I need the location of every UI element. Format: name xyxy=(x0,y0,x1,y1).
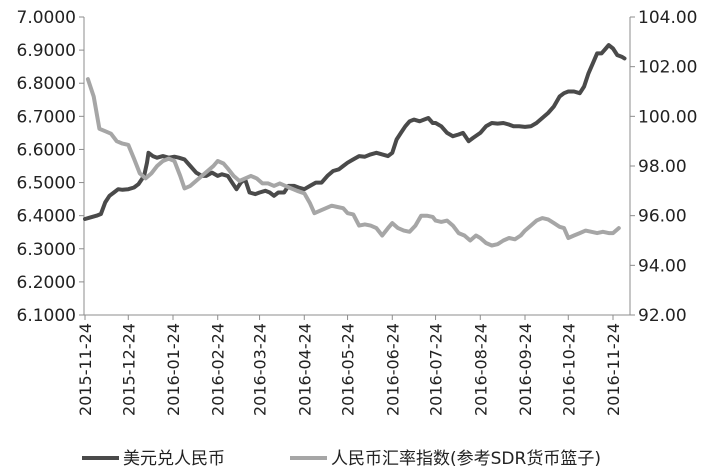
left-tick-label: 6.3000 xyxy=(17,240,76,260)
left-tick-label: 7.0000 xyxy=(17,8,76,28)
x-tick-label: 2015-11-24 xyxy=(76,323,95,416)
left-tick-label: 6.2000 xyxy=(17,273,76,293)
series-line-1 xyxy=(83,43,627,221)
x-tick-label: 2016-03-24 xyxy=(251,323,270,416)
series-layer xyxy=(83,43,627,248)
left-tick-label: 6.8000 xyxy=(17,74,76,94)
left-tick-label: 6.4000 xyxy=(17,207,76,227)
left-tick-label: 6.1000 xyxy=(17,306,76,326)
x-tick-label: 2015-12-24 xyxy=(119,323,138,416)
legend-label-2: 人民币汇率指数(参考SDR货币篮子) xyxy=(331,449,601,469)
x-tick-label: 2016-02-24 xyxy=(209,323,228,416)
x-tick-label: 2016-06-24 xyxy=(383,323,402,416)
x-tick-label: 2016-11-24 xyxy=(604,323,623,416)
left-tick-label: 6.9000 xyxy=(17,41,76,61)
x-tick-label: 2016-04-24 xyxy=(295,323,314,416)
right-tick-label: 96.00 xyxy=(638,207,687,227)
x-tick-label: 2016-01-24 xyxy=(164,323,183,416)
axes: 6.1000 6.2000 6.3000 6.4000 6.5000 6.6000 6.70… xyxy=(17,8,698,416)
right-tick-label: 102.00 xyxy=(638,58,697,78)
legend: 美元兑人民币 人民币汇率指数(参考SDR货币篮子) xyxy=(82,449,601,469)
x-tick-label: 2016-05-24 xyxy=(339,323,358,416)
x-tick-label: 2016-09-24 xyxy=(516,323,535,416)
right-tick-label: 94.00 xyxy=(638,256,687,276)
left-tick-label: 6.6000 xyxy=(17,140,76,160)
legend-label-1: 美元兑人民币 xyxy=(123,449,225,469)
x-tick-label: 2016-08-24 xyxy=(471,323,490,416)
right-tick-label: 104.00 xyxy=(638,8,697,28)
right-tick-label: 100.00 xyxy=(638,107,697,127)
right-tick-label: 92.00 xyxy=(638,306,687,326)
x-tick-label: 2016-07-24 xyxy=(427,323,446,416)
series-line-2 xyxy=(85,77,621,248)
x-tick-label: 2016-10-24 xyxy=(559,323,578,416)
left-tick-label: 6.5000 xyxy=(17,174,76,194)
right-tick-label: 98.00 xyxy=(638,157,687,177)
left-tick-label: 6.7000 xyxy=(17,107,76,127)
